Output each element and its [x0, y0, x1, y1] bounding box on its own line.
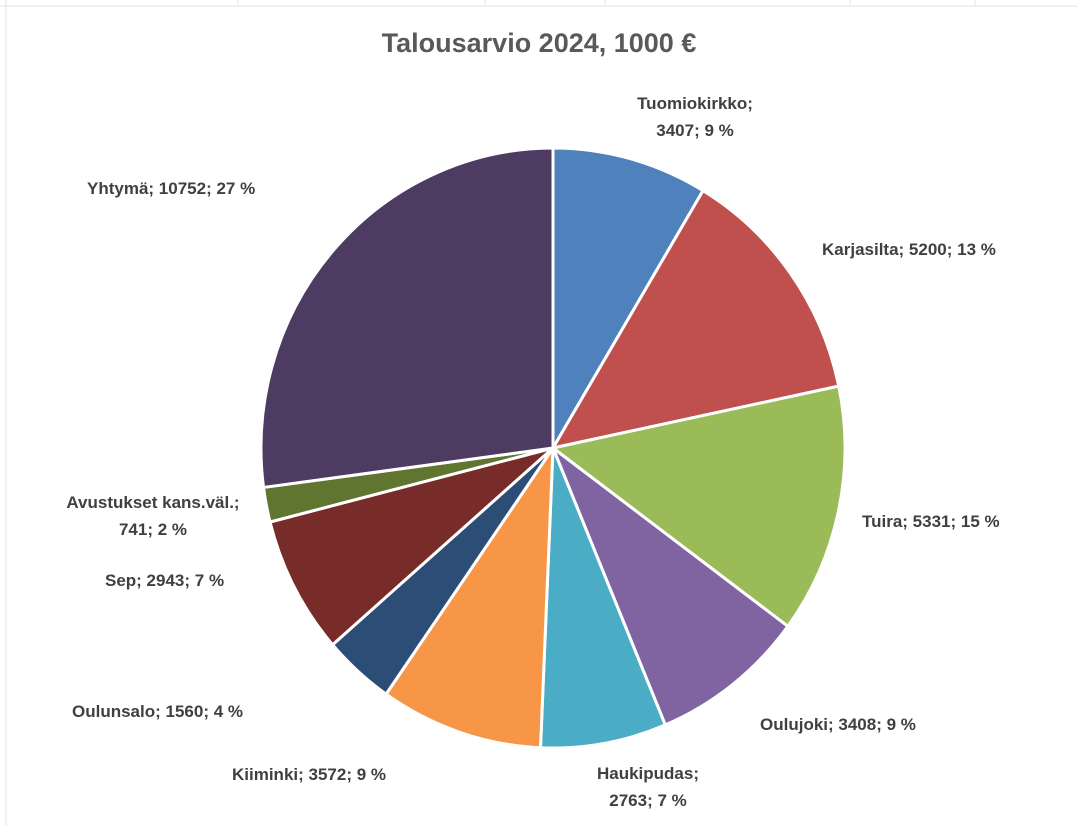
data-label: Karjasilta; 5200; 13 % [822, 240, 996, 259]
data-label: Kiiminki; 3572; 9 % [232, 765, 387, 784]
pie-slice [268, 446, 555, 647]
pie-slice [551, 446, 790, 727]
pie-slice [551, 384, 847, 628]
pie-slice [384, 446, 555, 750]
data-label: Tuomiokirkko; 3407; 9 % [637, 94, 753, 140]
data-label: Avustukset kans.väl.; 741; 2 % [66, 493, 240, 539]
data-label: Oulujoki; 3408; 9 % [760, 715, 916, 734]
data-label: Oulunsalo; 1560; 4 % [72, 702, 243, 721]
pie-slice [538, 446, 667, 750]
pie-slice [259, 146, 555, 489]
data-label: Haukipudas; 2763; 7 % [596, 764, 700, 810]
chart-title: Talousarvio 2024, 1000 € [381, 28, 697, 58]
data-label: Tuira; 5331; 15 % [862, 512, 1000, 531]
pie-slice [551, 146, 705, 450]
data-label: Yhtymä; 10752; 27 % [87, 179, 256, 198]
data-label: Sep; 2943; 7 % [105, 571, 225, 590]
pie-slice [551, 189, 841, 450]
